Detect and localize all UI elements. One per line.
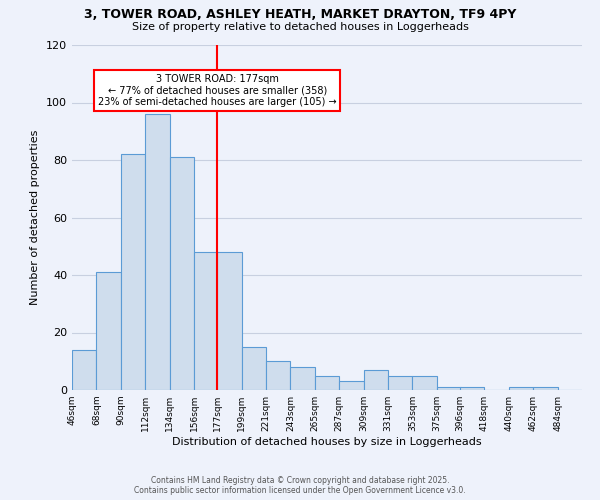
Bar <box>217 252 242 390</box>
Bar <box>242 347 266 390</box>
Bar <box>460 387 484 390</box>
Bar <box>290 367 315 390</box>
Text: Size of property relative to detached houses in Loggerheads: Size of property relative to detached ho… <box>131 22 469 32</box>
Text: 3 TOWER ROAD: 177sqm
← 77% of detached houses are smaller (358)
23% of semi-deta: 3 TOWER ROAD: 177sqm ← 77% of detached h… <box>98 74 337 107</box>
Text: Contains HM Land Registry data © Crown copyright and database right 2025.
Contai: Contains HM Land Registry data © Crown c… <box>134 476 466 495</box>
Bar <box>437 387 461 390</box>
Bar <box>533 387 557 390</box>
Bar <box>388 376 412 390</box>
Bar <box>170 157 194 390</box>
Bar <box>97 272 121 390</box>
Y-axis label: Number of detached properties: Number of detached properties <box>31 130 40 305</box>
Bar <box>412 376 437 390</box>
Bar <box>509 387 533 390</box>
Bar <box>72 350 97 390</box>
Bar <box>121 154 145 390</box>
Bar <box>339 382 364 390</box>
X-axis label: Distribution of detached houses by size in Loggerheads: Distribution of detached houses by size … <box>172 437 482 447</box>
Bar <box>194 252 218 390</box>
Text: 3, TOWER ROAD, ASHLEY HEATH, MARKET DRAYTON, TF9 4PY: 3, TOWER ROAD, ASHLEY HEATH, MARKET DRAY… <box>84 8 516 20</box>
Bar <box>145 114 170 390</box>
Bar <box>364 370 388 390</box>
Bar <box>315 376 339 390</box>
Bar <box>266 361 290 390</box>
